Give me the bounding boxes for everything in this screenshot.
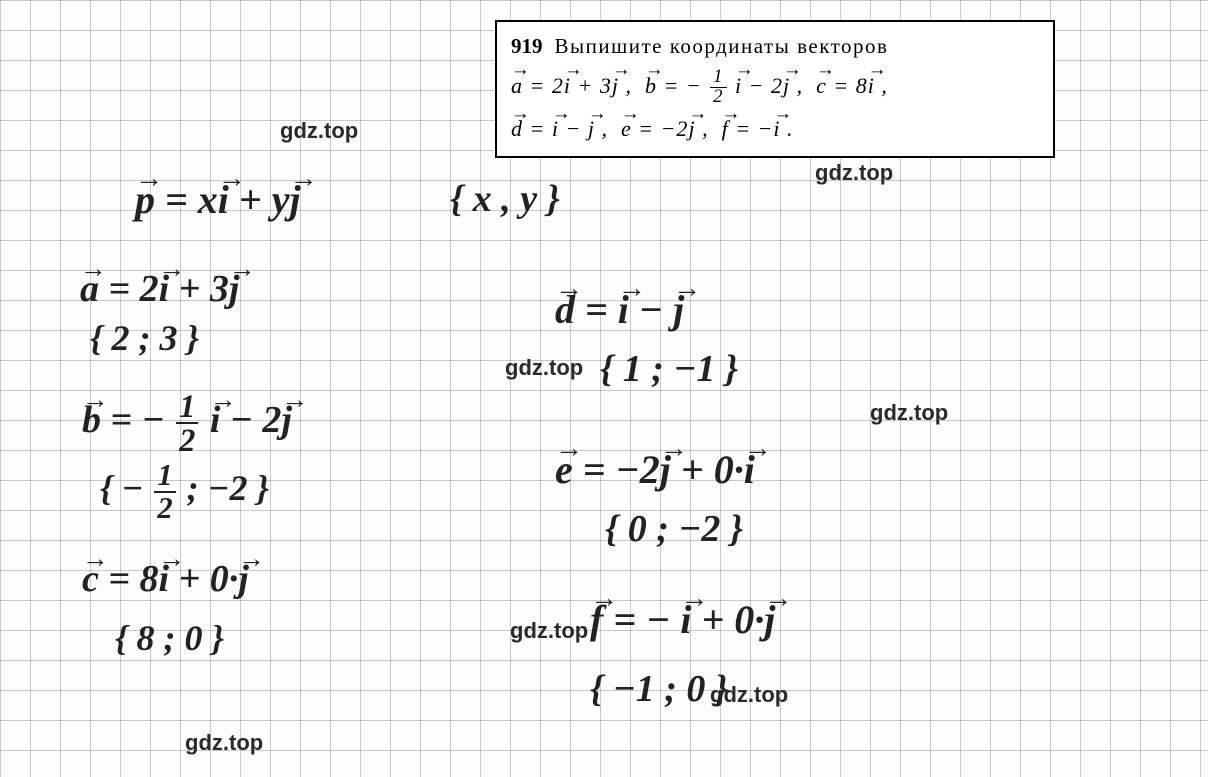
handwritten-math: b = − 12 i − 2j	[82, 390, 292, 457]
watermark: gdz.top	[280, 118, 358, 144]
watermark: gdz.top	[505, 355, 583, 381]
problem-number: 919	[511, 34, 543, 58]
watermark: gdz.top	[870, 400, 948, 426]
handwritten-math: { 1 ; −1 }	[600, 350, 738, 388]
watermark: gdz.top	[185, 730, 263, 756]
problem-line-2: d = i − j , e = −2j , f = −i .	[511, 111, 1039, 146]
handwritten-math: { x , y }	[450, 180, 560, 218]
handwritten-math: f = − i + 0·j	[590, 600, 775, 640]
watermark: gdz.top	[815, 160, 893, 186]
handwritten-math: c = 8i + 0·j	[82, 560, 249, 598]
handwritten-math: { − 12 ; −2 }	[100, 460, 269, 523]
problem-prompt: Выпишите координаты векторов	[555, 34, 889, 58]
handwritten-math: p = xi + yj	[135, 180, 301, 220]
handwritten-math: e = −2j + 0·i	[555, 450, 755, 490]
handwritten-math: { 2 ; 3 }	[90, 320, 199, 356]
handwritten-math: d = i − j	[555, 290, 684, 330]
handwritten-math: { 8 ; 0 }	[115, 620, 224, 656]
handwritten-math: { −1 ; 0 }	[590, 670, 728, 708]
watermark: gdz.top	[510, 618, 588, 644]
handwritten-math: a = 2i + 3j	[80, 270, 239, 308]
handwritten-math: { 0 ; −2 }	[605, 510, 743, 548]
problem-box: 919 Выпишите координаты векторов a = 2i …	[495, 20, 1055, 158]
problem-header: 919 Выпишите координаты векторов	[511, 30, 1039, 64]
